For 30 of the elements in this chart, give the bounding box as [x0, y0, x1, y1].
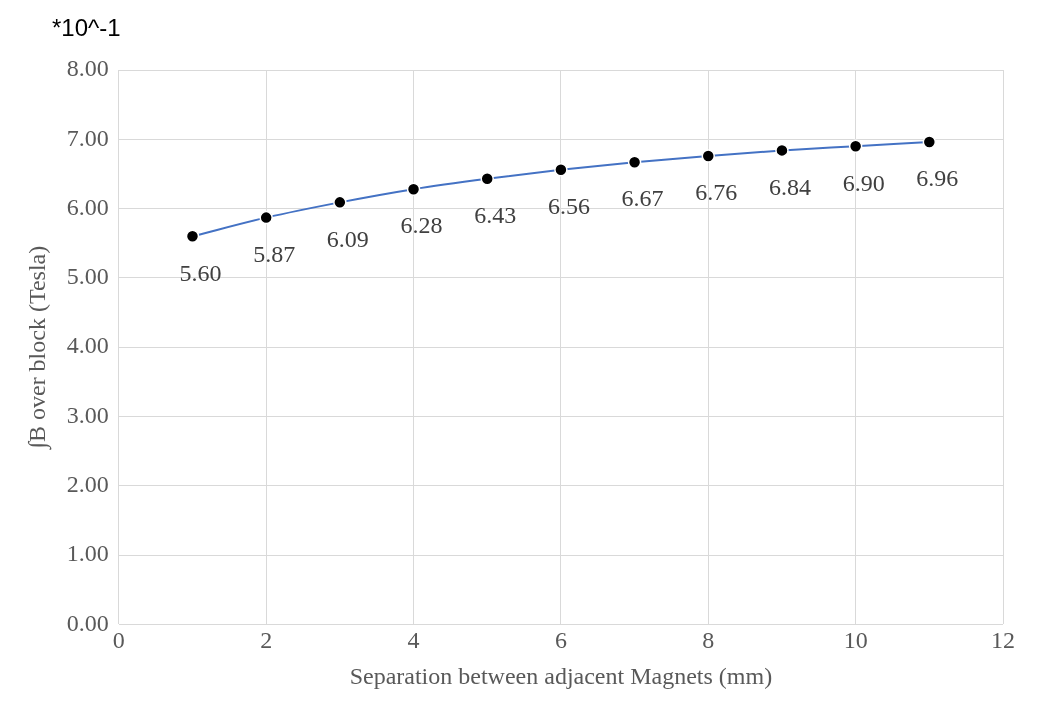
- data-label: 6.28: [400, 212, 443, 239]
- x-tick-label: 0: [112, 627, 125, 654]
- x-tick-label: 2: [260, 627, 273, 654]
- data-label: 6.67: [621, 185, 664, 212]
- y-tick-label: 2.00: [66, 471, 109, 498]
- y-tick-label: 6.00: [66, 193, 109, 220]
- y-tick-label: 7.00: [66, 124, 109, 151]
- text: *10^-1: [52, 14, 121, 42]
- y-tick-label: 4.00: [66, 332, 109, 359]
- data-label: 6.56: [547, 193, 590, 220]
- y-axis-title: ∫B over block (Tesla): [23, 245, 52, 451]
- x-tick-label: 4: [407, 627, 420, 654]
- x-tick-label: 10: [843, 627, 868, 654]
- x-tick-label: 12: [991, 627, 1015, 654]
- data-label: 6.76: [695, 179, 738, 206]
- data-label: 5.60: [179, 259, 222, 286]
- y-tick-label: 3.00: [66, 401, 109, 428]
- data-label: 6.43: [474, 202, 517, 229]
- x-axis-title: Separation between adjacent Magnets (mm): [349, 662, 773, 689]
- data-label: 5.87: [253, 240, 296, 267]
- y-tick-label: 8.00: [66, 55, 109, 82]
- data-label: 6.90: [842, 169, 885, 196]
- y-tick-label: 5.00: [66, 263, 109, 290]
- y-tick-label: 0.00: [66, 609, 109, 636]
- y-tick-label: 1.00: [66, 540, 109, 567]
- data-label: 6.96: [916, 165, 959, 192]
- data-label: 6.84: [768, 173, 811, 200]
- x-tick-label: 6: [554, 627, 567, 654]
- data-label: 6.09: [326, 225, 369, 252]
- x-tick-label: 8: [702, 627, 715, 654]
